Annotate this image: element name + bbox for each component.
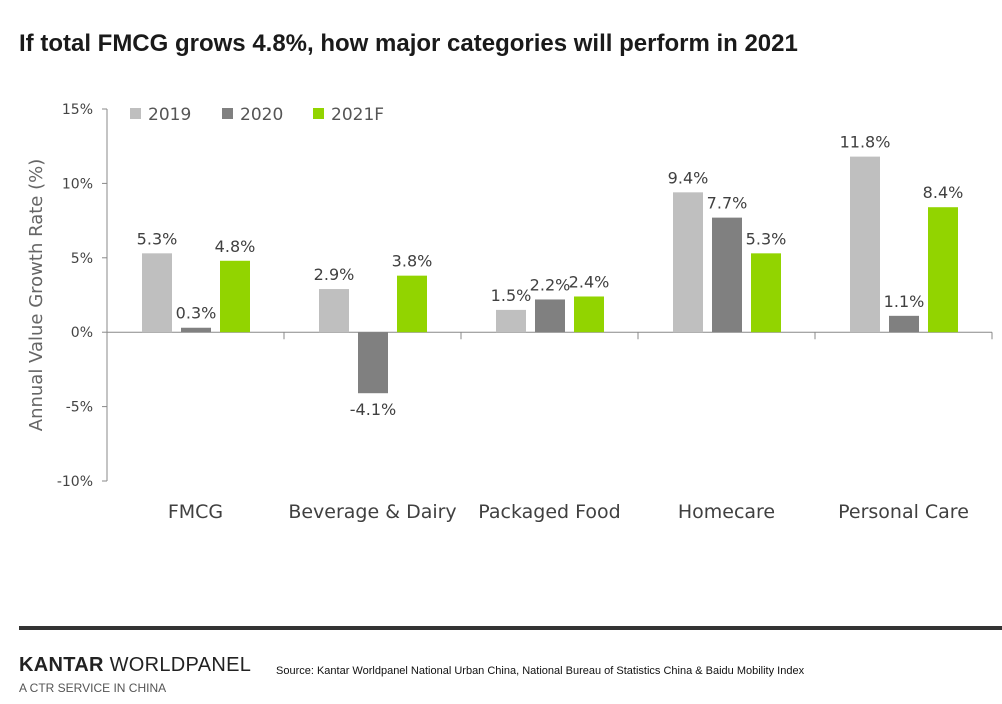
bar-2020 <box>181 327 211 333</box>
x-tick-label: Beverage & Dairy <box>288 501 456 523</box>
bar-2021F <box>220 260 250 333</box>
legend-label: 2020 <box>240 105 283 125</box>
data-label: 1.5% <box>491 286 532 305</box>
x-tick-label: Packaged Food <box>478 501 620 523</box>
data-label: -4.1% <box>350 400 396 419</box>
data-label: 2.2% <box>530 275 571 294</box>
y-tick-label: 15% <box>62 102 93 118</box>
y-tick-label: 10% <box>62 176 93 192</box>
bar-2019 <box>319 289 349 333</box>
y-axis-label: Annual Value Growth Rate (%) <box>26 159 47 431</box>
logo-bold: KANTAR <box>19 654 104 676</box>
data-label: 3.8% <box>392 252 433 271</box>
data-label: 8.4% <box>923 183 964 202</box>
bar-2019 <box>673 192 703 333</box>
source-note: Source: Kantar Worldpanel National Urban… <box>276 665 805 677</box>
y-tick-label: 0% <box>71 325 93 341</box>
divider <box>19 626 1002 630</box>
logo-subtitle: A CTR SERVICE IN CHINA <box>19 681 167 695</box>
kantar-logo: KANTAR WORLDPANEL <box>19 654 251 677</box>
legend-swatch-2021F <box>313 108 324 119</box>
bar-2019 <box>850 156 880 333</box>
data-label: 5.3% <box>137 229 178 248</box>
bar-2019 <box>496 309 526 333</box>
bar-2021F <box>928 207 958 333</box>
data-label: 2.9% <box>314 265 355 284</box>
data-label: 1.1% <box>884 292 925 311</box>
bar-2021F <box>574 296 604 333</box>
data-label: 9.4% <box>668 168 709 187</box>
legend-swatch-2019 <box>130 108 141 119</box>
bar-2020 <box>535 299 565 333</box>
bar-2019 <box>142 253 172 333</box>
legend-swatch-2020 <box>222 108 233 119</box>
bar-2020 <box>712 217 742 333</box>
legend-label: 2019 <box>148 105 191 125</box>
data-label: 11.8% <box>840 133 891 152</box>
legend-label: 2021F <box>331 105 384 125</box>
bar-2021F <box>751 253 781 333</box>
bar-2020 <box>889 315 919 333</box>
data-label: 2.4% <box>569 272 610 291</box>
bar-chart: 15% 10% 5% 0% -5% -10% Annual Value Growth Rat… <box>26 102 993 523</box>
x-tick-label: FMCG <box>168 501 223 523</box>
y-tick-label: 5% <box>71 251 93 267</box>
x-tick-label: Homecare <box>678 501 775 523</box>
data-label: 4.8% <box>215 237 256 256</box>
data-label: 5.3% <box>746 229 787 248</box>
bar-2020 <box>358 332 388 394</box>
data-label: 0.3% <box>176 304 217 323</box>
bar-2021F <box>397 275 427 333</box>
x-tick-label: Personal Care <box>838 501 969 523</box>
logo-rest: WORLDPANEL <box>103 654 252 676</box>
data-label: 7.7% <box>707 194 748 213</box>
chart-title: If total FMCG grows 4.8%, how major cate… <box>19 30 798 57</box>
y-tick-label: -10% <box>57 474 93 490</box>
y-tick-label: -5% <box>66 400 93 416</box>
